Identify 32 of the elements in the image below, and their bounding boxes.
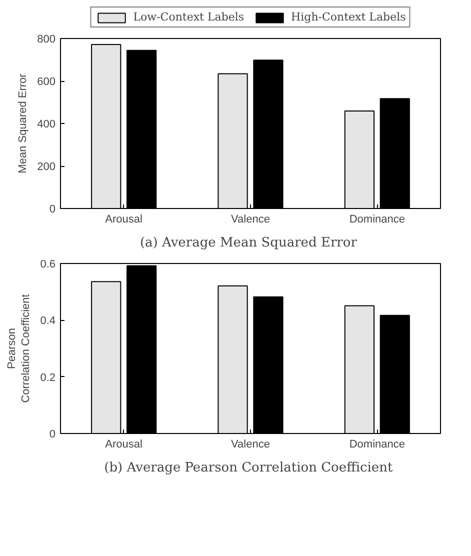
y-axis-title: Pearson Correlation Coefficient: [6, 294, 32, 403]
bar: [218, 73, 248, 208]
x-tick-label: Arousal: [105, 438, 142, 450]
x-tick-label: Dominance: [349, 214, 405, 226]
text: (a) Average Mean Squared Error: [140, 236, 358, 250]
y-tick-label: 0.2: [40, 372, 56, 384]
x-tick-label: Valence: [231, 438, 270, 450]
bar: [380, 98, 410, 208]
y-axis-title: Mean Squared Error: [17, 73, 30, 174]
bar: [126, 50, 157, 208]
bar: [253, 296, 284, 434]
legend-label: Low-Context Labels: [133, 10, 244, 24]
x-tick-label: Arousal: [105, 214, 142, 226]
x-tick-label: Valence: [231, 214, 270, 226]
y-tick-label: 0.4: [40, 315, 56, 328]
y-tick-label: 400: [37, 118, 56, 130]
bar: [91, 281, 122, 434]
bar: [380, 314, 410, 434]
bar: [218, 285, 248, 434]
y-tick-label: 800: [37, 34, 56, 46]
y-tick-label: 0: [49, 428, 56, 440]
y-tick-label: 600: [37, 76, 56, 88]
text: (b) Average Pearson Correlation Coefficient: [104, 460, 394, 476]
bar: [253, 60, 284, 208]
bar: [344, 305, 374, 434]
bar: [91, 44, 122, 208]
bar: [344, 110, 374, 208]
x-tick-label: Dominance: [349, 438, 405, 450]
y-tick-label: 0: [49, 204, 56, 216]
y-tick-label: 0.6: [40, 258, 56, 270]
y-tick-label: 200: [37, 161, 56, 173]
legend-label: High-Context Labels: [291, 10, 406, 24]
